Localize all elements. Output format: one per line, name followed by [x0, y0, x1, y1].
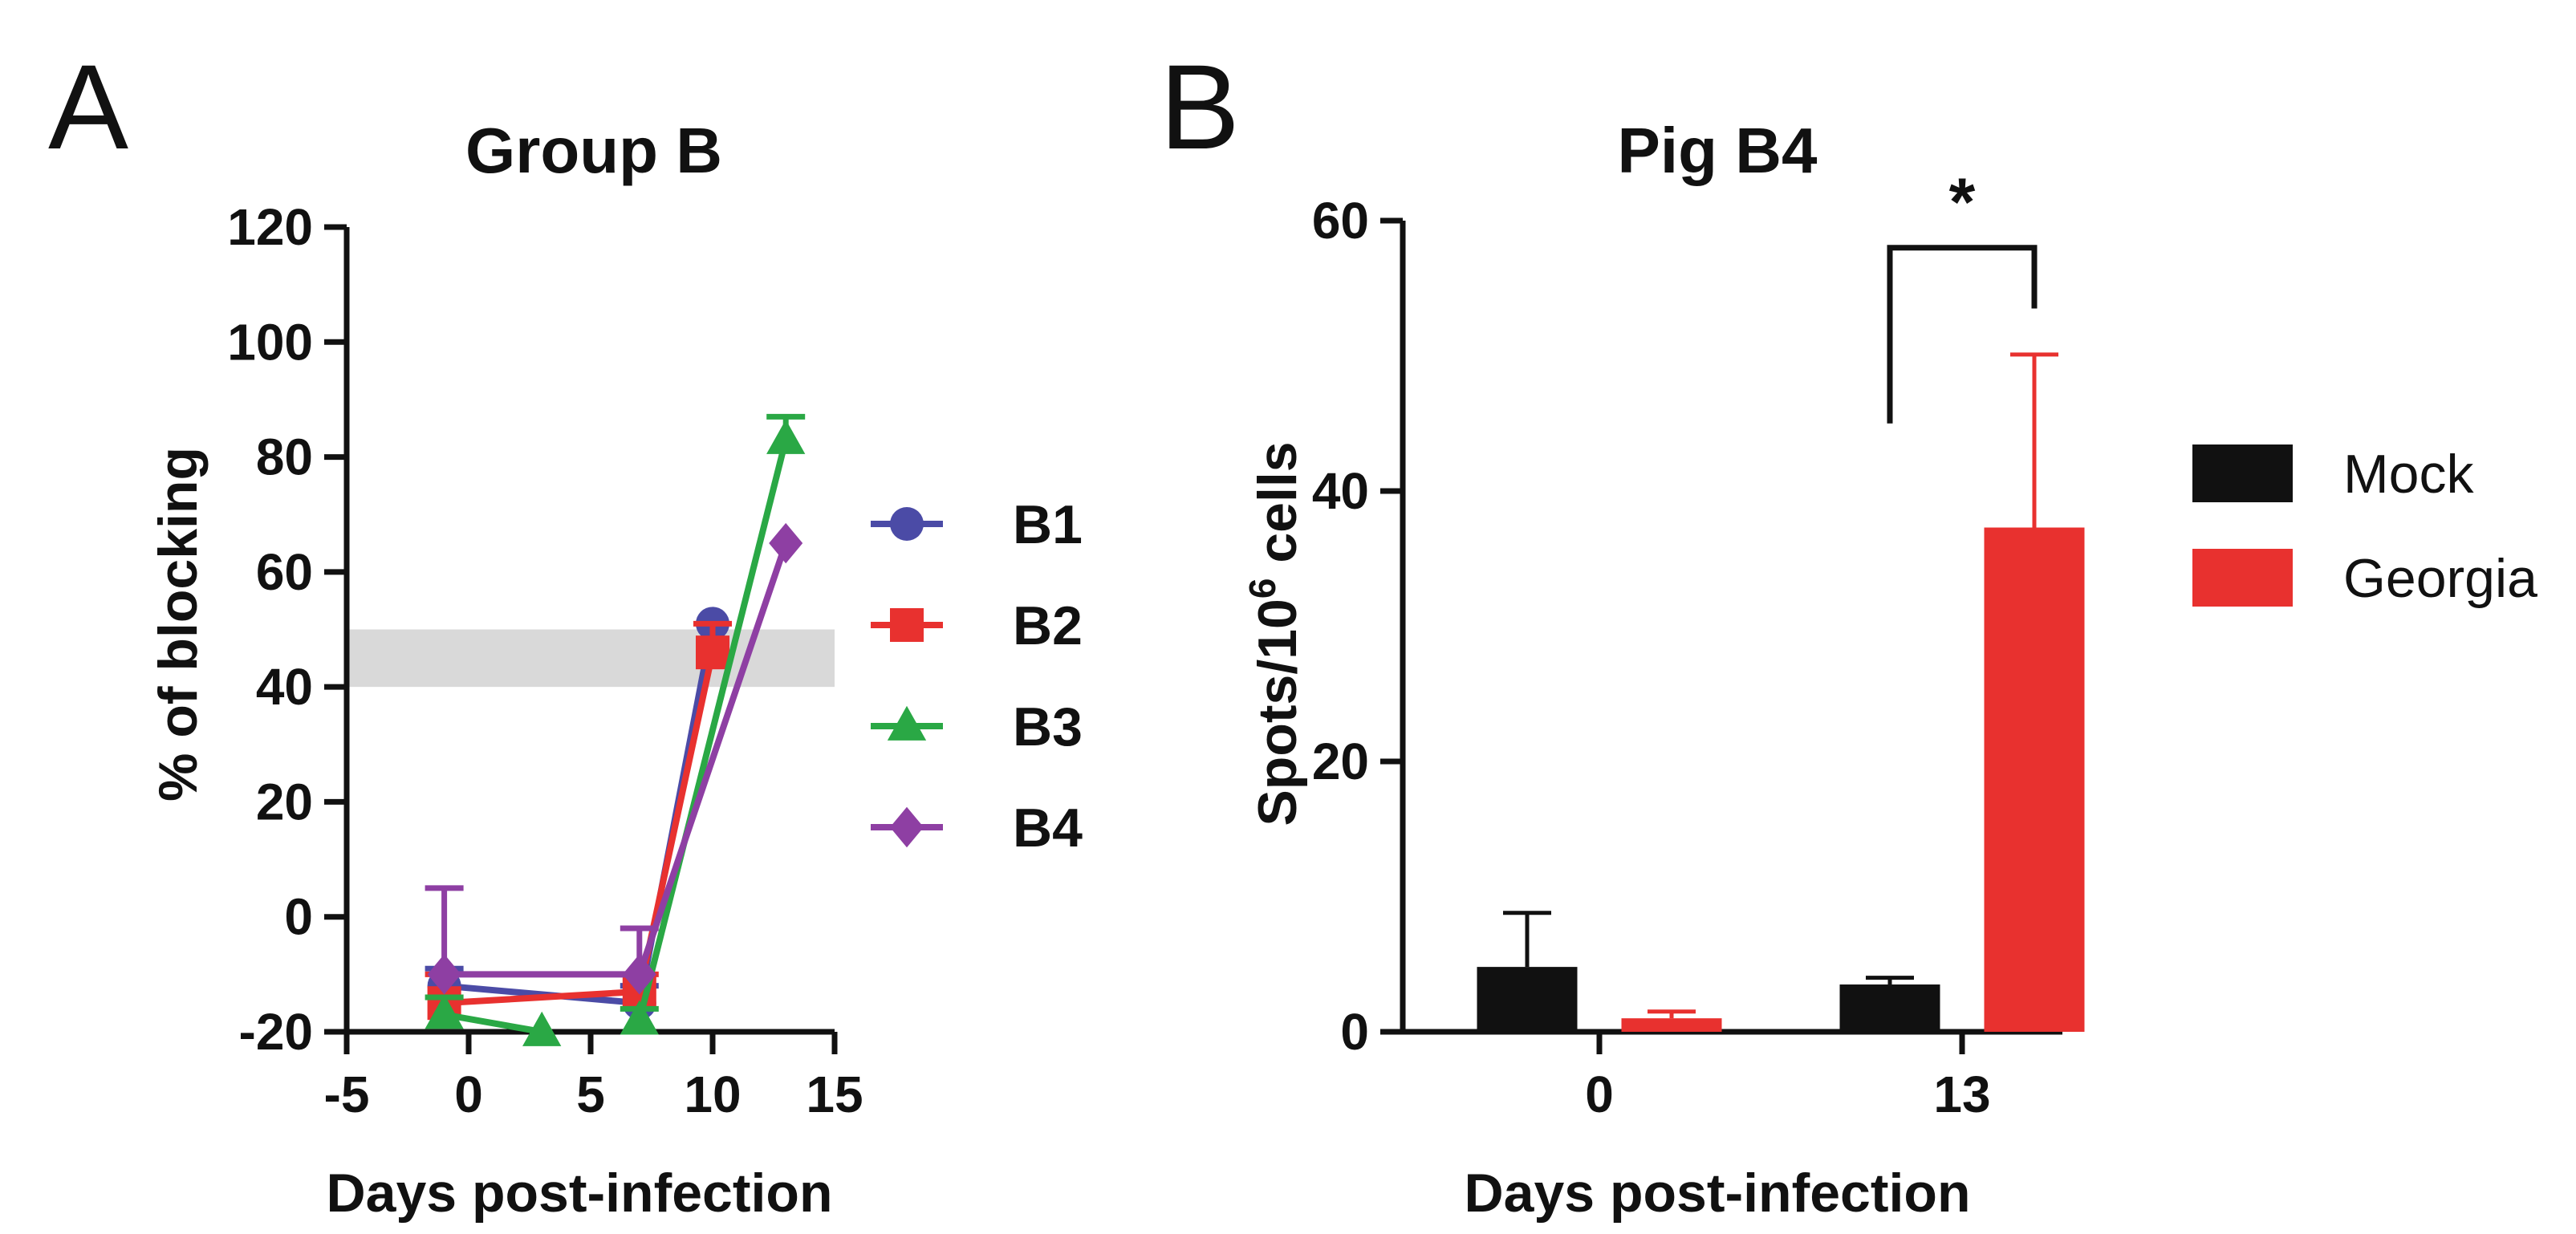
data-point	[769, 522, 803, 564]
legend-label: Mock	[2343, 444, 2474, 505]
legend-label: B3	[1013, 696, 1083, 757]
legend-label: B2	[1013, 595, 1083, 656]
panel-a-letter: A	[48, 39, 128, 174]
bar	[1477, 967, 1578, 1032]
series-b3	[425, 994, 562, 1046]
bar	[1621, 1018, 1722, 1032]
x-tick-label: 5	[576, 1066, 605, 1123]
y-tick-label: 120	[227, 198, 313, 256]
x-axis: -5 0 5 10 15	[324, 1029, 863, 1123]
panel-a-y-axis-title: % of blocking	[148, 447, 209, 802]
significance-bracket: *	[1887, 164, 2038, 424]
bars-group	[1477, 352, 2085, 1032]
x-tick-label: 0	[454, 1066, 483, 1123]
legend-item-b4: B4	[871, 798, 1083, 859]
legend-item-b1: B1	[871, 494, 1083, 555]
panel-b-title: Pig B4	[1618, 115, 1818, 186]
legend-marker	[890, 507, 924, 541]
x-tick-label: 13	[1933, 1066, 1990, 1123]
legend-marker	[890, 608, 924, 642]
data-point	[620, 1000, 659, 1035]
panel-a-title: Group B	[465, 115, 722, 186]
panel-b-x-axis-title: Days post-infection	[1465, 1163, 1971, 1224]
legend-item-b2: B2	[871, 595, 1083, 656]
legend-marker	[887, 705, 927, 741]
x-axis: 0 13	[1403, 1029, 2062, 1123]
legend-item-georgia: Georgia	[2192, 548, 2537, 609]
series-line	[443, 1011, 542, 1035]
reference-band	[347, 629, 835, 688]
y-tick-label: -20	[239, 1003, 314, 1061]
y-tick-label: 40	[1312, 462, 1369, 520]
legend: B1 B2 B3 B4	[871, 494, 1083, 859]
y-tick-label: 80	[256, 428, 313, 486]
legend-label: B4	[1013, 798, 1083, 859]
series-georgia	[1621, 352, 2085, 1032]
data-point	[522, 1011, 562, 1046]
y-axis: -20 0 20 40 60 80 100 120	[227, 198, 350, 1061]
y-tick-label: 60	[256, 543, 313, 601]
series-line	[636, 439, 790, 1021]
legend-swatch	[2192, 549, 2293, 607]
y-axis-title-tail: cells	[1247, 441, 1308, 578]
x-tick-label: 0	[1585, 1066, 1614, 1123]
y-tick-label: 0	[284, 888, 313, 946]
legend-marker	[890, 806, 924, 848]
series-group	[425, 413, 806, 1046]
data-point	[427, 954, 461, 995]
data-point	[425, 994, 464, 1029]
y-tick-label: 40	[256, 658, 313, 716]
bar	[1839, 984, 1940, 1032]
y-tick-label: 20	[256, 773, 313, 830]
data-point	[622, 954, 656, 995]
legend-label: Georgia	[2343, 548, 2537, 609]
panel-b-y-axis-title: Spots/106 cells	[1241, 441, 1308, 826]
legend-item-mock: Mock	[2192, 444, 2474, 505]
data-point	[696, 635, 729, 670]
legend-item-b3: B3	[871, 696, 1083, 757]
legend-swatch	[2192, 444, 2293, 502]
series-line	[444, 542, 789, 978]
panel-a-x-axis-title: Days post-infection	[327, 1163, 833, 1224]
bar	[1984, 527, 2085, 1032]
y-tick-label: 100	[227, 313, 313, 371]
y-tick-label: 60	[1312, 192, 1369, 250]
legend-label: B1	[1013, 494, 1083, 555]
x-tick-label: 10	[684, 1066, 741, 1123]
significance-label: *	[1949, 164, 1976, 240]
series-b3	[620, 413, 806, 1035]
panel-b: B Pig B4 0 20 40 60 0 13 * Spots/106 cells D…	[1160, 39, 2537, 1224]
panel-b-letter: B	[1160, 39, 1240, 174]
series-line	[444, 652, 716, 1007]
y-axis-title-superscript: 6	[1241, 578, 1283, 599]
y-axis: 0 20 40 60	[1312, 192, 1406, 1061]
x-tick-label: -5	[324, 1066, 370, 1123]
bracket-line	[1887, 245, 2038, 424]
data-point	[766, 419, 806, 454]
series-b4	[425, 522, 803, 995]
reference-band-rect	[347, 629, 835, 688]
legend: Mock Georgia	[2192, 444, 2537, 609]
panel-a: A Group B -20 0 20 40 60 80 100 120 -5 0 5 10 15 % …	[48, 39, 1083, 1224]
y-axis-title-main: Spots/10	[1247, 599, 1308, 826]
y-tick-label: 0	[1340, 1003, 1369, 1061]
y-tick-label: 20	[1312, 733, 1369, 790]
series-mock	[1477, 911, 1940, 1032]
x-tick-label: 15	[806, 1066, 863, 1123]
